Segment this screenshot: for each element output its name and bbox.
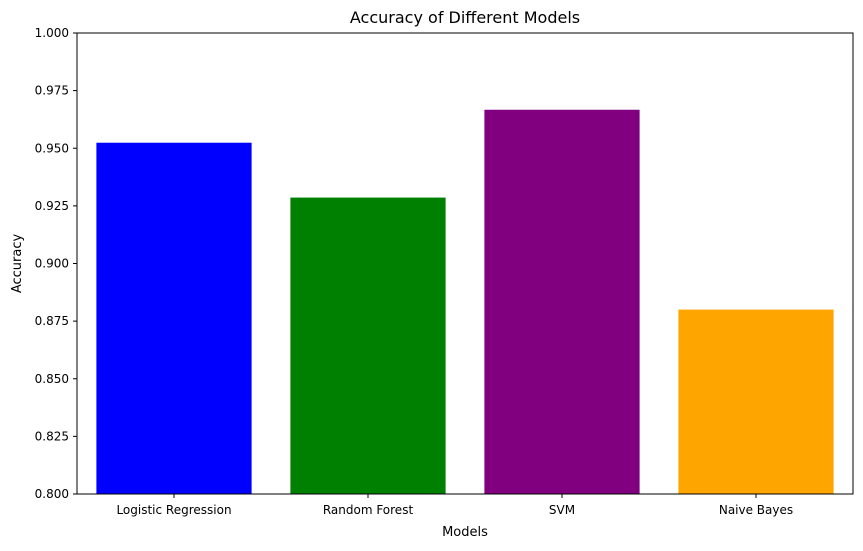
plot-frame xyxy=(76,32,854,495)
x-tick-label: Random Forest xyxy=(323,503,414,517)
x-tick-label: SVM xyxy=(549,503,575,517)
x-tick-label: Logistic Regression xyxy=(116,503,231,517)
bar-3 xyxy=(678,309,834,494)
chart-title: Accuracy of Different Models xyxy=(350,8,580,27)
y-tick-label: 0.950 xyxy=(35,141,69,155)
y-tick-label: 0.850 xyxy=(35,372,69,386)
y-tick-label: 0.900 xyxy=(35,257,69,271)
bar-0 xyxy=(96,142,252,494)
y-tick-label: 0.975 xyxy=(35,84,69,98)
bars-layer xyxy=(96,109,834,494)
y-tick-label: 1.000 xyxy=(35,26,69,40)
ticks-layer: Logistic Regression Random Forest SVM Naive… xyxy=(35,26,794,517)
bar-1 xyxy=(290,197,446,494)
bar-2 xyxy=(484,109,640,494)
x-tick-label: Naive Bayes xyxy=(719,503,793,517)
y-tick-label: 0.825 xyxy=(35,429,69,443)
y-tick-label: 0.925 xyxy=(35,199,69,213)
y-tick-label: 0.875 xyxy=(35,314,69,328)
y-tick-label: 0.800 xyxy=(35,487,69,501)
y-axis-label: Accuracy xyxy=(10,234,25,294)
x-axis-label: Models xyxy=(442,525,488,540)
